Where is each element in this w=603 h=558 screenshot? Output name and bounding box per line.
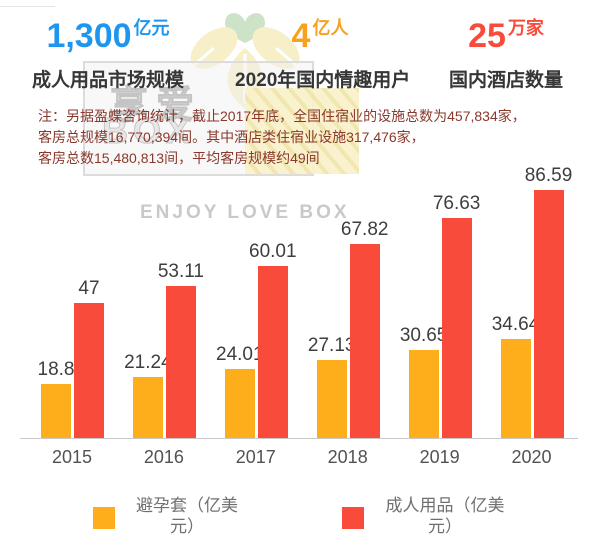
stat-market-size-value: 1,300 亿元 [46, 17, 170, 55]
stat-hotels-value: 25 万家 [468, 17, 544, 55]
bar-value-2015-series-1: 47 [78, 278, 100, 299]
legend-item-adult-products[interactable]: 成人用品（亿美 元） [342, 495, 515, 537]
bar-2016-series-0 [132, 377, 163, 438]
stat-users-unit: 亿人 [312, 18, 349, 38]
stat-market-size-label: 成人用品市场规模 [31, 70, 184, 91]
x-axis-label-2019: 2019 [419, 447, 460, 467]
legend-item-condom[interactable]: 避孕套（亿美 元） [93, 495, 248, 537]
x-axis-label-2018: 2018 [327, 447, 368, 467]
bar-2017-series-0 [224, 369, 255, 438]
bar-2020-series-1 [533, 190, 564, 438]
bar-value-2015-series-0: 18.8 [37, 359, 75, 380]
footnote: 注：另据盈蝶咨询统计，截止2017年底，全国住宿业的设施总数为457,834家，… [38, 106, 526, 169]
bar-2017-series-1 [257, 266, 288, 438]
footnote-line-3: 客房总数15,480,813间，平均客房规模约49间 [38, 150, 320, 166]
legend-label-adult-products: 成人用品（亿美 元） [385, 496, 505, 536]
stat-market-size: 1,300 亿元 成人用品市场规模 [23, 18, 193, 92]
bar-2019-series-0 [408, 350, 439, 438]
bar-2018-series-0 [316, 360, 347, 438]
stat-users-value: 4 亿人 [291, 17, 349, 55]
bar-value-2017-series-1: 60.01 [249, 241, 297, 262]
bar-value-2018-series-1: 67.82 [340, 219, 389, 240]
bar-value-2016-series-0: 21.24 [124, 352, 172, 373]
legend-label-condom: 避孕套（亿美 元） [136, 496, 238, 536]
stat-users-label: 2020年国内情趣用户 [235, 70, 411, 91]
x-axis-label-2020: 2020 [511, 447, 552, 467]
bar-value-2020-series-0: 34.64 [491, 314, 540, 335]
bar-2018-series-1 [349, 244, 380, 438]
bar-value-2019-series-0: 30.65 [399, 325, 448, 346]
bar-2020-series-0 [500, 339, 531, 438]
enjoy-love-box-logo-icon [190, 13, 300, 108]
watermark-box-text: BOX [101, 110, 196, 152]
stat-users: 4 亿人 2020年国内情趣用户 [235, 17, 411, 92]
bar-2015-series-1 [74, 303, 104, 438]
x-axis-label-2017: 2017 [235, 447, 276, 467]
bar-value-2019-series-1: 76.63 [432, 193, 481, 214]
bar-2016-series-1 [165, 286, 196, 438]
legend-swatch-condom [93, 507, 115, 529]
watermark-en-text: ENJOY LOVE BOX [140, 202, 350, 223]
footnote-line-2: 客房总规模16,770,394间。其中酒店类住宿业设施317,476家， [38, 129, 425, 145]
stat-market-size-unit: 亿元 [133, 18, 170, 38]
x-axis-label-2016: 2016 [143, 447, 184, 467]
bar-2015-series-0 [41, 384, 71, 438]
bar-value-2018-series-0: 27.13 [307, 335, 356, 356]
stat-hotels-unit: 万家 [507, 18, 544, 38]
top-edge-line [0, 6, 55, 7]
stat-hotels: 25 万家 国内酒店数量 [421, 18, 591, 92]
x-axis-line [20, 438, 578, 439]
bar-2019-series-1 [441, 218, 472, 438]
bar-value-2020-series-1: 86.59 [524, 165, 573, 186]
x-axis-label-2015: 2015 [51, 447, 93, 467]
stat-hotels-label: 国内酒店数量 [448, 70, 563, 91]
footnote-line-1: 注：另据盈蝶咨询统计，截止2017年底，全国住宿业的设施总数为457,834家， [38, 108, 526, 124]
legend-swatch-adult-products [342, 507, 364, 529]
watermark-leaf-tile [245, 88, 359, 174]
bar-value-2016-series-1: 53.11 [157, 261, 204, 282]
bar-value-2017-series-0: 24.01 [216, 344, 264, 365]
watermark-cn-text: 享爱 [109, 85, 203, 128]
